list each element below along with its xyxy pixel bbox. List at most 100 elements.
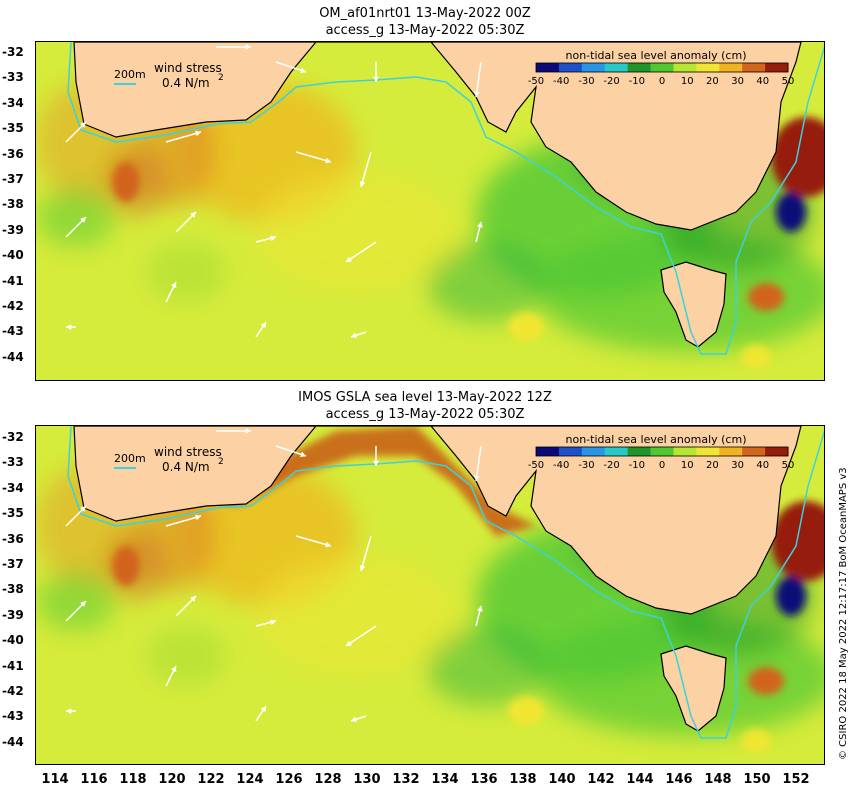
colorbar-segment xyxy=(673,447,697,456)
y-tick-label: -43 xyxy=(2,324,24,339)
colorbar-tick-label: -20 xyxy=(603,460,619,471)
y-tick-label: -42 xyxy=(2,299,24,313)
map-panel-observed: 200m wind stress 0.4 N/m 2 non-tidal sea lev… xyxy=(35,425,825,765)
colorbar-segment xyxy=(627,447,652,456)
wind-stress-arrows xyxy=(65,44,483,339)
colorbar-tick-label: -10 xyxy=(629,76,645,87)
colorbar-tick-label: 50 xyxy=(782,460,795,471)
colorbar-segment xyxy=(742,447,766,456)
colorbar-tick-label: 20 xyxy=(706,76,719,87)
colorbar-segment xyxy=(536,447,560,456)
wind-legend-value: 0.4 N/m xyxy=(162,460,210,474)
x-tick-label: 128 xyxy=(314,772,342,787)
colorbar-tick-label: -40 xyxy=(553,460,569,471)
x-tick-label: 144 xyxy=(626,772,654,787)
x-tick-label: 142 xyxy=(587,772,615,787)
colorbar-segment xyxy=(673,63,697,72)
land-mainland xyxy=(73,426,802,615)
colorbar-title: non-tidal sea level anomaly (cm) xyxy=(566,433,747,446)
x-tick-label: 140 xyxy=(548,772,576,787)
colorbar-tick-label: -40 xyxy=(553,76,569,87)
colorbar-tick-label: 40 xyxy=(756,76,769,87)
y-tick-label: -32 xyxy=(2,430,24,444)
panel2-title: IMOS GSLA sea level 13-May-2022 12Z xyxy=(298,390,552,405)
x-tick-label: 148 xyxy=(704,772,732,787)
colorbar-tick-label: -10 xyxy=(629,460,645,471)
x-tick-label: 152 xyxy=(782,772,810,787)
wind-legend-exponent: 2 xyxy=(218,73,224,83)
y-tick-label: -44 xyxy=(2,734,24,749)
panel1-subtitle: access_g 13-May-2022 05:30Z xyxy=(325,23,525,38)
colorbar-segment xyxy=(765,63,789,72)
colorbar-segment xyxy=(627,63,652,72)
contour-legend-label: 200m xyxy=(114,68,146,81)
colorbar-tick-label: 10 xyxy=(681,460,694,471)
x-tick-label: 120 xyxy=(158,772,186,787)
y-tick-label: -43 xyxy=(2,709,24,724)
wind-legend-value: 0.4 N/m xyxy=(162,76,210,90)
x-tick-label: 126 xyxy=(275,772,303,787)
colorbar-tick-label: 20 xyxy=(706,460,719,471)
colorbar-tick-label: 0 xyxy=(659,460,665,471)
map-panel-model: 200m wind stress 0.4 N/m 2 non-tidal sea lev… xyxy=(35,41,825,381)
x-tick-label: 134 xyxy=(431,772,459,787)
y-tick-label: -36 xyxy=(2,531,24,546)
y-tick-label: -33 xyxy=(2,455,24,470)
wind-legend-exponent: 2 xyxy=(218,457,224,467)
coastal-high-anomaly xyxy=(216,426,536,536)
y-tick-label: -33 xyxy=(2,70,24,85)
colorbar-segment xyxy=(765,447,789,456)
colorbar-tick-label: 50 xyxy=(782,76,795,87)
y-tick-label: -37 xyxy=(2,172,24,186)
colorbar-tick-label: 40 xyxy=(756,460,769,471)
colorbar-segment xyxy=(558,447,583,456)
colorbar-tick-label: 30 xyxy=(731,460,744,471)
y-tick-label: -36 xyxy=(2,146,24,161)
panel1-title: OM_af01nrt01 13-May-2022 00Z xyxy=(319,6,531,21)
y-tick-label: -35 xyxy=(2,506,24,521)
x-tick-label: 124 xyxy=(236,772,264,787)
y-tick-label: -42 xyxy=(2,684,24,698)
colorbar-segment xyxy=(581,63,606,72)
colorbar-segment xyxy=(696,63,720,72)
y-tick-label: -32 xyxy=(2,45,24,59)
wind-legend-label: wind stress xyxy=(154,445,222,459)
wind-legend-label: wind stress xyxy=(154,61,222,75)
y-tick-label: -44 xyxy=(2,349,24,364)
x-tick-label: 118 xyxy=(119,772,147,787)
colorbar-segment xyxy=(696,447,720,456)
colorbar-tick-label: 0 xyxy=(659,76,665,87)
colorbar-title: non-tidal sea level anomaly (cm) xyxy=(566,49,747,62)
colorbar-tick-label: -50 xyxy=(528,460,544,471)
y-tick-label: -37 xyxy=(2,557,24,571)
panel2-subtitle: access_g 13-May-2022 05:30Z xyxy=(325,407,525,422)
x-tick-label: 130 xyxy=(353,772,381,787)
x-tick-label: 122 xyxy=(197,772,225,787)
colorbar-tick-label: -20 xyxy=(603,76,619,87)
y-tick-label: -39 xyxy=(2,607,24,622)
shelf-200m-contour xyxy=(67,42,824,355)
land-mainland xyxy=(73,42,802,231)
y-tick-label: -35 xyxy=(2,121,24,136)
x-tick-label: 114 xyxy=(41,772,69,787)
colorbar-segment xyxy=(650,63,674,72)
colorbar-tick-label: -50 xyxy=(528,76,544,87)
colorbar-segment xyxy=(604,447,629,456)
y-tick-label: -40 xyxy=(2,248,24,263)
x-tick-label: 116 xyxy=(80,772,108,787)
wind-stress-arrows xyxy=(65,428,483,723)
colorbar-tick-label: -30 xyxy=(578,76,594,87)
x-tick-label: 146 xyxy=(665,772,693,787)
colorbar-tick-label: 30 xyxy=(731,76,744,87)
contour-legend-label: 200m xyxy=(114,452,146,465)
colorbar-tick-label: 10 xyxy=(681,76,694,87)
y-tick-label: -41 xyxy=(2,658,24,673)
shelf-200m-contour xyxy=(67,426,824,739)
colorbar: non-tidal sea level anomaly (cm) -50 -40 -3… xyxy=(528,433,795,471)
y-tick-label: -41 xyxy=(2,273,24,288)
colorbar-segment xyxy=(719,63,743,72)
colorbar-segment xyxy=(536,63,560,72)
land-tasmania xyxy=(660,261,727,348)
colorbar: non-tidal sea level anomaly (cm) -50 -40 -3… xyxy=(528,49,795,87)
